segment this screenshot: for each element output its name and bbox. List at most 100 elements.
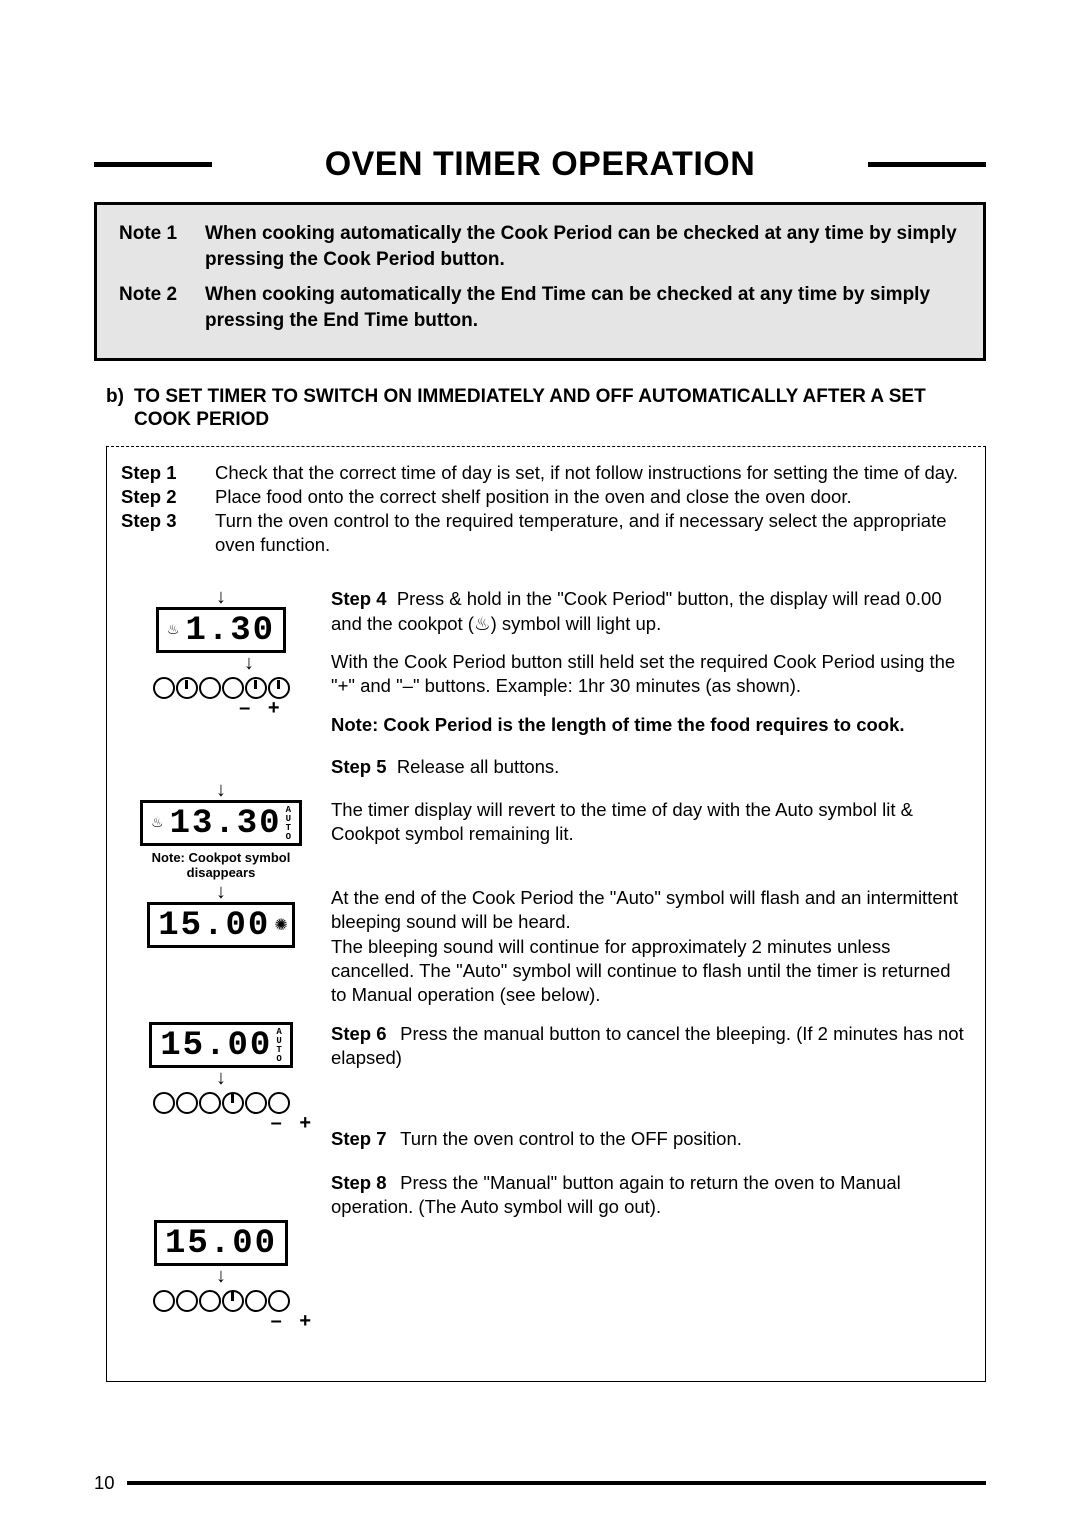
text-column — [331, 1220, 971, 1333]
knob-icon — [245, 1290, 267, 1312]
knob-row — [153, 677, 290, 699]
knob-icon — [153, 1290, 175, 1312]
content-row: ↓ 15.00 ✺ At the end of the Cook Period … — [121, 882, 971, 1008]
arrow-down-icon: ↓ — [216, 1068, 226, 1088]
step-text-b: ) symbol will light up. — [491, 613, 662, 634]
knob-icon — [222, 1092, 244, 1114]
knob-icon — [245, 1092, 267, 1114]
note-row: Note 1 When cooking automatically the Co… — [119, 221, 961, 272]
title-rule-left — [94, 162, 212, 167]
knob-icon — [176, 1092, 198, 1114]
content-row: 15.00 A U T O ↓ – + Step 6 Press the man… — [121, 1022, 971, 1220]
knob-icon — [222, 1290, 244, 1312]
step-label: Step 2 — [121, 485, 215, 509]
lcd-display: 15.00 — [154, 1220, 288, 1266]
step-label: Step 5 — [331, 756, 387, 777]
intro-step: Step 1 Check that the correct time of da… — [121, 461, 971, 485]
timer-illustration: ↓ ♨ 1.30 ↓ – + — [121, 587, 321, 779]
page-footer: 10 — [94, 1472, 986, 1534]
timer-illustration: 15.00 A U T O ↓ – + — [121, 1022, 321, 1220]
text-column: Step 6 Press the manual button to cancel… — [331, 1022, 971, 1220]
step-label: Step 3 — [121, 509, 215, 557]
knob-icon — [268, 677, 290, 699]
paragraph: The bleeping sound will continue for app… — [331, 935, 971, 1008]
knob-icon — [222, 677, 244, 699]
intro-step: Step 3 Turn the oven control to the requ… — [121, 509, 971, 557]
footer-rule — [127, 1481, 986, 1485]
lcd-display: ♨ 1.30 — [156, 607, 286, 653]
step-label: Step 1 — [121, 461, 215, 485]
knob-icon — [199, 1092, 221, 1114]
section-letter: b) — [106, 385, 128, 433]
step-text: Press the manual button to cancel the bl… — [331, 1023, 964, 1068]
timer-illustration: 15.00 ↓ – + — [121, 1220, 321, 1333]
note-text: When cooking automatically the Cook Peri… — [205, 221, 961, 272]
step-6: Step 6 Press the manual button to cancel… — [331, 1022, 971, 1071]
step-label: Step 7 — [331, 1127, 395, 1151]
paragraph: At the end of the Cook Period the "Auto"… — [331, 886, 971, 935]
lcd-display: 15.00 A U T O — [149, 1022, 292, 1068]
plus-minus-label: – + — [271, 1310, 317, 1333]
arrow-down-icon: ↓ — [216, 780, 226, 800]
body-box: Step 1 Check that the correct time of da… — [106, 446, 986, 1382]
paragraph: With the Cook Period button still held s… — [331, 650, 971, 699]
step-label: Step 4 — [331, 588, 387, 609]
note-text: When cooking automatically the End Time … — [205, 282, 961, 333]
content-row: ↓ ♨ 1.30 ↓ – + Step 4 Press — [121, 587, 971, 779]
flash-icon: ✺ — [274, 918, 289, 934]
lcd-digits: 15.00 — [160, 1027, 272, 1065]
lcd-digits: 15.00 — [165, 1225, 277, 1263]
knob-icon — [176, 677, 198, 699]
knob-icon — [268, 1092, 290, 1114]
paragraph: The timer display will revert to the tim… — [331, 798, 971, 847]
arrow-down-icon: ↓ — [244, 653, 254, 673]
note-row: Note 2 When cooking automatically the En… — [119, 282, 961, 333]
auto-indicator: A U T O — [276, 1028, 281, 1064]
timer-illustration: ↓ 15.00 ✺ — [121, 882, 321, 1008]
lcd-digits: 13.30 — [170, 805, 282, 843]
step-4: Step 4 Press & hold in the "Cook Period"… — [331, 587, 971, 636]
step-text: Release all buttons. — [397, 756, 560, 777]
text-column: The timer display will revert to the tim… — [331, 780, 971, 882]
step-text: Press the "Manual" button again to retur… — [331, 1172, 901, 1217]
page-title-bar: OVEN TIMER OPERATION — [94, 145, 986, 184]
lcd-digits: 15.00 — [158, 907, 270, 945]
section-heading: b) TO SET TIMER TO SWITCH ON IMMEDIATELY… — [106, 385, 986, 433]
knob-row — [153, 1290, 290, 1312]
knob-icon — [199, 1290, 221, 1312]
plus-minus-label: – + — [239, 697, 285, 720]
lcd-digits: 1.30 — [185, 612, 275, 650]
section-heading-text: TO SET TIMER TO SWITCH ON IMMEDIATELY AN… — [134, 385, 986, 433]
knob-row — [153, 1092, 290, 1114]
knob-icon — [153, 677, 175, 699]
note-label: Note 2 — [119, 282, 189, 333]
knob-icon — [176, 1290, 198, 1312]
content-row: ↓ ♨ 13.30 A U T O Note: Cookpot symbol d… — [121, 780, 971, 882]
timer-illustration: ↓ ♨ 13.30 A U T O Note: Cookpot symbol d… — [121, 780, 321, 882]
cookpot-icon: ♨ — [474, 613, 491, 634]
step-text: Check that the correct time of day is se… — [215, 461, 958, 485]
text-column: At the end of the Cook Period the "Auto"… — [331, 882, 971, 1008]
knob-icon — [153, 1092, 175, 1114]
step-text: Turn the oven control to the OFF positio… — [400, 1128, 742, 1149]
notes-box: Note 1 When cooking automatically the Co… — [94, 202, 986, 361]
title-rule-right — [868, 162, 986, 167]
knob-icon — [268, 1290, 290, 1312]
step-label: Step 8 — [331, 1171, 395, 1195]
step-5: Step 5 Release all buttons. — [331, 755, 971, 779]
plus-minus-label: – + — [271, 1112, 317, 1135]
step-label: Step 6 — [331, 1022, 395, 1046]
knob-icon — [245, 677, 267, 699]
arrow-down-icon: ↓ — [216, 1266, 226, 1286]
auto-indicator: A U T O — [286, 806, 291, 842]
cookpot-icon: ♨ — [151, 817, 166, 831]
page-number: 10 — [94, 1472, 115, 1494]
arrow-down-icon: ↓ — [216, 587, 226, 607]
step-7: Step 7 Turn the oven control to the OFF … — [331, 1127, 971, 1151]
step-text: Turn the oven control to the required te… — [215, 509, 971, 557]
lcd-display: ♨ 13.30 A U T O — [140, 800, 302, 846]
lcd-display: 15.00 ✺ — [147, 902, 294, 948]
intro-steps: Step 1 Check that the correct time of da… — [121, 461, 971, 557]
text-column: Step 4 Press & hold in the "Cook Period"… — [331, 587, 971, 779]
cookpot-icon: ♨ — [167, 624, 182, 638]
